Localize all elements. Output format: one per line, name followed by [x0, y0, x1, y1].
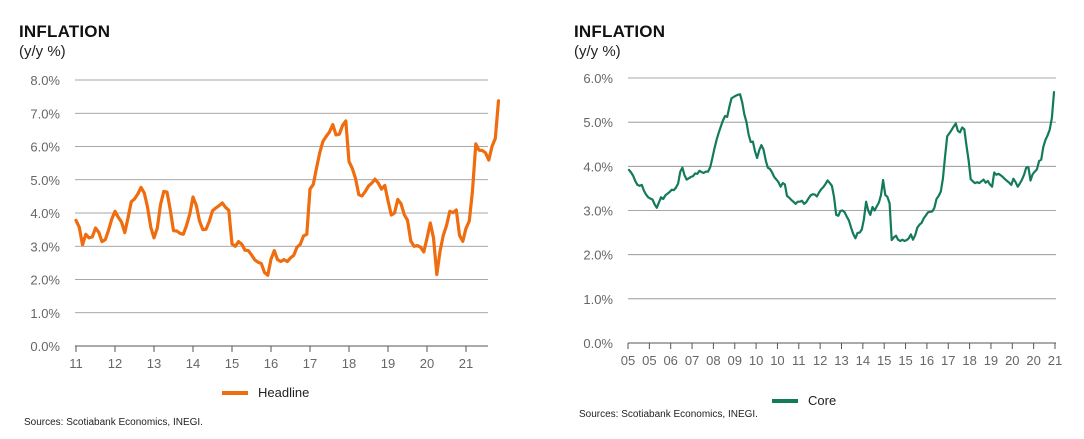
- x-tick-label: 06: [663, 353, 677, 368]
- x-tick-label: 16: [264, 356, 278, 371]
- headline-chart-panel: INFLATION (y/y %) 0.0% 1.0% 2.0% 3.0% 4.0% 5.…: [0, 0, 540, 439]
- x-tick-label: 14: [856, 353, 870, 368]
- x-tick-label: 16: [920, 353, 934, 368]
- y-tick-label: 1.0%: [30, 306, 60, 321]
- y-tick-label: 2.0%: [30, 273, 60, 288]
- x-tick-label: 18: [342, 356, 356, 371]
- x-tick-label: 13: [834, 353, 848, 368]
- chart-subtitle: (y/y %): [574, 43, 621, 60]
- y-tick-label: 6.0%: [30, 140, 60, 155]
- x-tick-label: 20: [420, 356, 434, 371]
- y-tick-label: 3.0%: [30, 239, 60, 254]
- y-tick-label: 2.0%: [583, 248, 613, 263]
- x-tick-label: 10: [749, 353, 763, 368]
- y-tick-label: 1.0%: [583, 292, 613, 307]
- legend-swatch-headline: [222, 390, 248, 395]
- y-tick-label: 6.0%: [583, 71, 613, 86]
- x-tick-label: 17: [941, 353, 955, 368]
- y-tick-label: 0.0%: [30, 339, 60, 354]
- series-line-headline: [74, 99, 501, 277]
- x-tick-label: 13: [147, 356, 161, 371]
- x-tick-label: 15: [898, 353, 912, 368]
- x-tick-label: 09: [728, 353, 742, 368]
- y-tick-label: 8.0%: [30, 73, 60, 88]
- legend-label-headline: Headline: [258, 385, 310, 400]
- y-tick-label: 3.0%: [583, 204, 613, 219]
- x-tick-label: 20: [1005, 353, 1019, 368]
- chart-title: INFLATION: [19, 22, 111, 41]
- x-tick-label: 05: [621, 353, 635, 368]
- x-tick-label: 08: [706, 353, 720, 368]
- legend: Headline: [222, 385, 309, 400]
- core-chart: 0.0% 1.0% 2.0% 3.0% 4.0% 5.0% 6.0% 05 05 06 07 08 09…: [583, 71, 1062, 368]
- x-tick-label: 17: [303, 356, 317, 371]
- y-tick-label: 5.0%: [583, 115, 613, 130]
- source-note: Sources: Scotiabank Economics, INEGI.: [579, 409, 758, 420]
- x-tick-label: 05: [642, 353, 656, 368]
- x-tick-label: 12: [813, 353, 827, 368]
- core-chart-panel: INFLATION (y/y %) 0.0% 1.0% 2.0% 3.0% 4.0% 5.…: [540, 0, 1084, 439]
- legend: Core: [772, 393, 836, 408]
- x-tick-label: 07: [685, 353, 699, 368]
- x-tick-label: 20: [1026, 353, 1040, 368]
- x-tick-label: 21: [459, 356, 473, 371]
- chart-title: INFLATION: [574, 22, 666, 41]
- y-tick-label: 4.0%: [30, 206, 60, 221]
- x-tick-label: 19: [381, 356, 395, 371]
- y-tick-label: 4.0%: [583, 159, 613, 174]
- x-tick-label: 10: [770, 353, 784, 368]
- x-tick-label: 11: [792, 353, 806, 368]
- x-tick-label: 19: [984, 353, 998, 368]
- source-note: Sources: Scotiabank Economics, INEGI.: [24, 417, 203, 428]
- x-tick-label: 12: [108, 356, 122, 371]
- x-tick-label: 15: [225, 356, 239, 371]
- y-tick-label: 5.0%: [30, 173, 60, 188]
- x-tick-label: 11: [69, 356, 83, 371]
- y-tick-label: 7.0%: [30, 106, 60, 121]
- chart-subtitle: (y/y %): [19, 43, 66, 60]
- headline-chart: 0.0% 1.0% 2.0% 3.0% 4.0% 5.0% 6.0% 7.0% 8.0% 11 12…: [30, 73, 501, 371]
- legend-swatch-core: [772, 398, 798, 403]
- y-tick-label: 0.0%: [583, 336, 613, 351]
- x-tick-label: 18: [962, 353, 976, 368]
- x-tick-label: 15: [877, 353, 891, 368]
- series-line-core: [627, 90, 1056, 243]
- legend-label-core: Core: [808, 393, 837, 408]
- x-tick-label: 14: [186, 356, 200, 371]
- x-tick-label: 21: [1048, 353, 1062, 368]
